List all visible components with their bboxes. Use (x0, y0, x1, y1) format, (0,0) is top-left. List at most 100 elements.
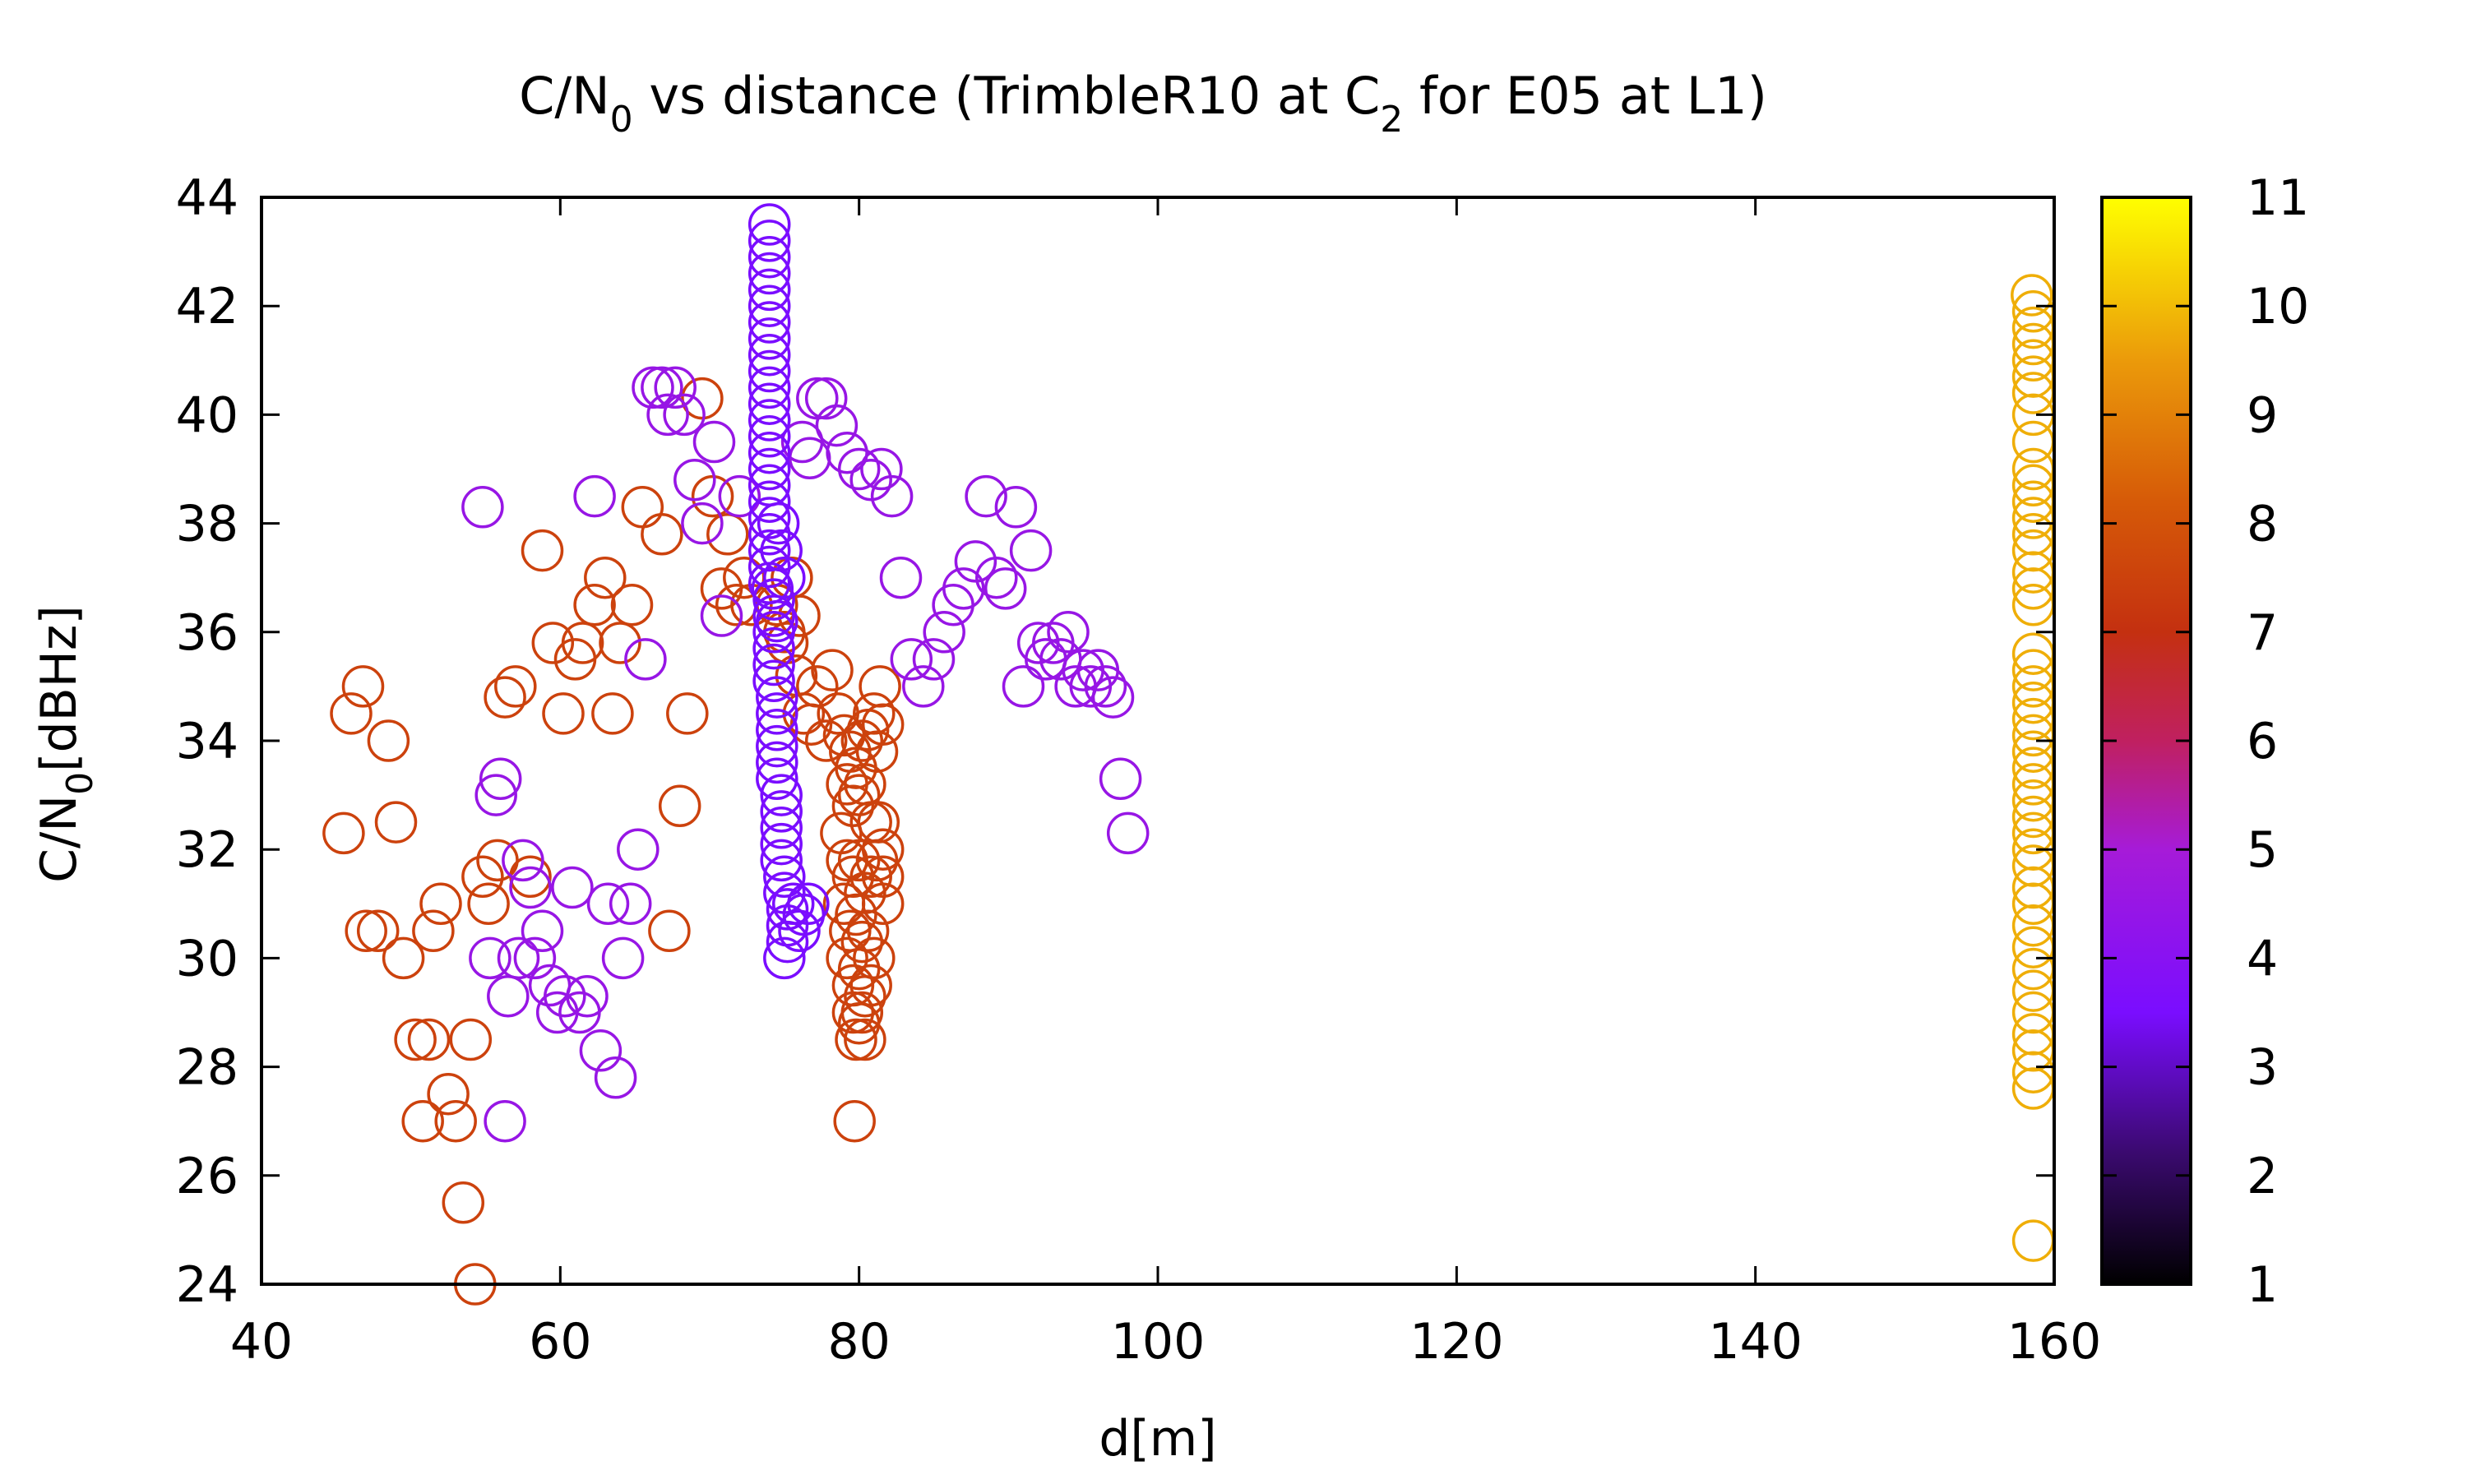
data-point (861, 855, 905, 899)
data-point (815, 404, 859, 447)
data-point (840, 920, 884, 964)
data-point (752, 578, 795, 621)
data-point (2011, 866, 2055, 909)
plot-frame (260, 196, 2056, 1286)
data-point (367, 719, 410, 762)
data-point (760, 839, 803, 882)
data-point (826, 936, 868, 980)
data-point (641, 366, 683, 409)
data-point (902, 665, 945, 708)
data-point (748, 366, 791, 409)
data-point (382, 936, 425, 980)
x-tick-label: 80 (827, 1313, 890, 1371)
x-tick-label: 120 (1409, 1313, 1504, 1371)
data-point (2011, 1013, 2055, 1056)
data-point (401, 1099, 444, 1143)
data-point (502, 839, 544, 882)
data-point (654, 366, 697, 409)
data-point (796, 377, 839, 420)
data-point (748, 333, 791, 377)
data-point (849, 855, 892, 899)
data-point (586, 882, 630, 926)
data-point (855, 730, 899, 773)
data-point (748, 513, 791, 556)
data-point (771, 882, 815, 926)
ylabel-subscript: 0 (59, 772, 101, 795)
data-point (778, 909, 821, 953)
data-point (859, 665, 901, 708)
data-point (419, 882, 462, 926)
data-point (760, 822, 803, 866)
y-tick-label: 38 (176, 496, 238, 553)
data-point (509, 855, 552, 899)
data-point (2011, 1051, 2055, 1093)
data-point (844, 1018, 886, 1061)
data-point (826, 431, 868, 474)
data-point (2011, 1029, 2055, 1072)
data-point (840, 991, 884, 1034)
data-point (561, 622, 604, 664)
data-point (648, 909, 691, 953)
data-point (837, 947, 881, 991)
data-point (763, 936, 806, 980)
data-point (621, 486, 664, 529)
data-point (469, 936, 511, 980)
data-point (2011, 567, 2055, 610)
data-point (752, 659, 795, 703)
data-point (641, 513, 683, 556)
data-point (870, 474, 914, 518)
data-point (751, 567, 794, 610)
data-point (521, 909, 564, 953)
data-point (691, 474, 734, 518)
data-point (646, 393, 689, 437)
data-point (484, 676, 526, 719)
data-point (855, 839, 899, 882)
data-point (573, 474, 616, 518)
data-point (2011, 1219, 2055, 1262)
data-point (509, 866, 552, 909)
x-tick-label: 160 (2007, 1313, 2102, 1371)
data-point (756, 709, 798, 751)
data-point (760, 790, 803, 833)
data-point (748, 382, 791, 425)
y-tick-label: 34 (176, 713, 238, 770)
data-point (787, 882, 830, 926)
data-point (748, 252, 791, 295)
data-point (837, 839, 881, 882)
y-tick-label: 26 (176, 1148, 238, 1205)
data-point (494, 665, 537, 708)
title-subscript: 0 (610, 99, 633, 141)
data-point (831, 991, 875, 1034)
data-point (748, 545, 791, 589)
data-point (692, 420, 736, 464)
data-point (461, 855, 504, 899)
data-point (748, 415, 791, 458)
data-point (434, 1099, 477, 1143)
data-point (811, 649, 854, 691)
data-point (965, 474, 1007, 518)
data-point (487, 974, 530, 1018)
data-point (831, 784, 875, 828)
data-point (594, 1056, 637, 1099)
data-point (861, 703, 905, 746)
data-point (551, 866, 594, 909)
data-point (748, 399, 791, 442)
y-axis-label: C/N0[dBHz] (30, 605, 101, 883)
data-point (2011, 969, 2055, 1012)
data-point (1009, 529, 1053, 572)
data-point (2011, 1067, 2055, 1110)
data-point (521, 529, 564, 572)
data-point (748, 284, 791, 327)
data-point (461, 486, 504, 529)
data-point (748, 480, 791, 523)
data-point (757, 502, 800, 545)
data-point (778, 594, 821, 637)
data-point (994, 486, 1038, 529)
colorbar-tick-label: 8 (2247, 496, 2278, 553)
x-axis-label: d[m] (1099, 1410, 1216, 1468)
data-point (544, 974, 586, 1018)
colorbar-tick-label: 9 (2247, 386, 2278, 444)
data-point (833, 1099, 876, 1143)
data-point (890, 638, 933, 681)
